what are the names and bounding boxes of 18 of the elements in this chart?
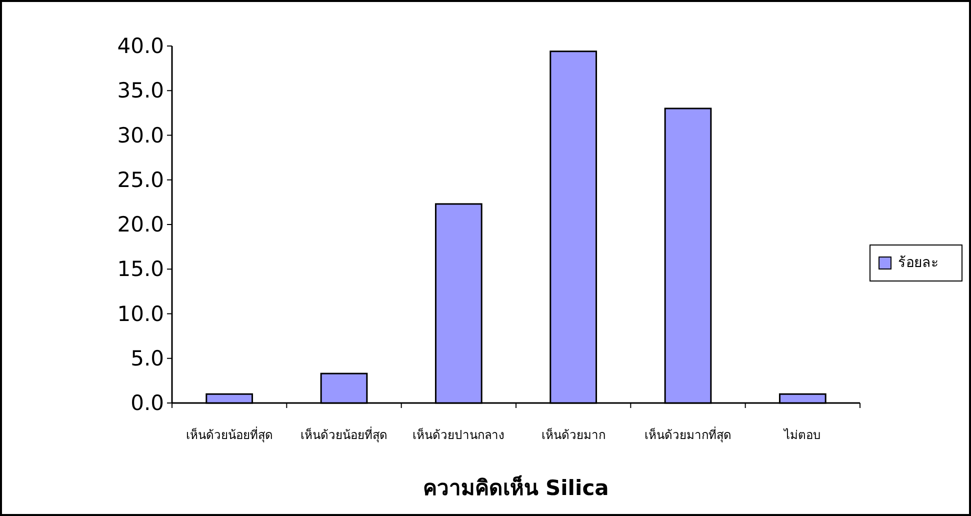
x-tick-label: ไม่ตอบ — [783, 428, 822, 442]
y-tick-label: 20.0 — [117, 212, 164, 236]
x-tick-label: เห็นด้วยมากที่สุด — [644, 426, 732, 443]
legend: ร้อยละ — [870, 244, 962, 282]
y-tick-label: 25.0 — [117, 168, 164, 192]
y-tick-label: 0.0 — [130, 391, 164, 415]
x-tick-label: เห็นด้วยน้อยที่สุด — [186, 426, 273, 443]
y-tick-label: 30.0 — [117, 123, 164, 148]
y-tick-label: 10.0 — [117, 302, 164, 326]
x-tick-label: เห็นด้วยปานกลาง — [412, 427, 505, 442]
x-tick-label: เห็นด้วยมาก — [541, 427, 606, 442]
y-tick-label: 15.0 — [117, 257, 164, 282]
y-tick-label: 40.0 — [117, 34, 164, 58]
x-tick-label: เห็นด้วยน้อยที่สุด — [300, 426, 388, 443]
x-axis-title: ความคิดเห็น Silica — [423, 474, 609, 500]
y-tick-label: 5.0 — [130, 346, 164, 370]
y-tick-label: 35.0 — [117, 78, 164, 103]
legend-label: ร้อยละ — [898, 255, 939, 271]
